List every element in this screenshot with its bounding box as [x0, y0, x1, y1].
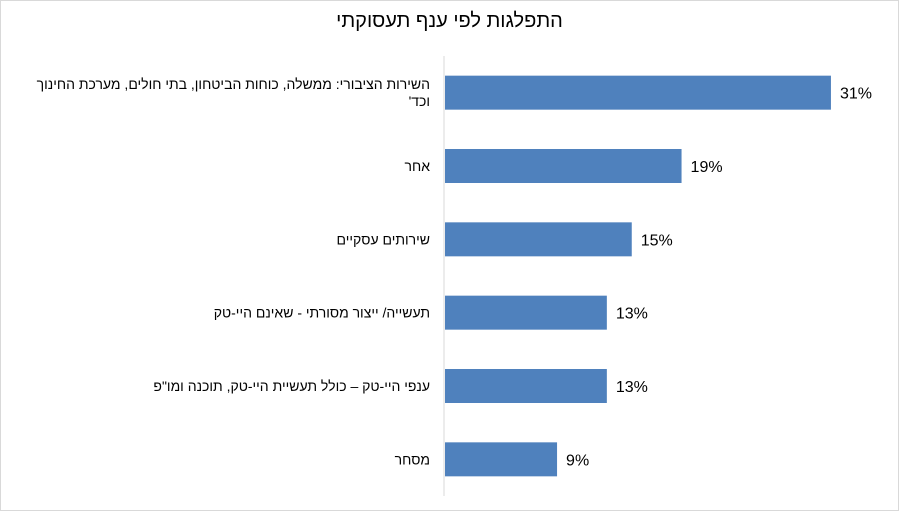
- category-label: השירות הציבורי: ממשלה, כוחות הביטחון, בת…: [37, 76, 430, 92]
- category-label: וכד': [409, 93, 430, 109]
- bar: [445, 369, 607, 403]
- bar: [445, 295, 607, 330]
- category-label: ענפי היי-טק – כולל תעשיית היי-טק, תוכנה …: [153, 378, 430, 394]
- value-label: 9%: [566, 452, 589, 469]
- chart-title: התפלגות לפי ענף תעסוקתי: [336, 10, 563, 32]
- value-label: 31%: [840, 86, 872, 103]
- value-label: 19%: [691, 159, 723, 176]
- value-label: 13%: [616, 379, 648, 396]
- value-label: 15%: [641, 232, 673, 249]
- category-label: תעשייה/ ייצור מסורתי - שאינם היי-טק: [214, 305, 430, 321]
- bar: [445, 75, 831, 110]
- category-label: מסחר: [395, 451, 430, 467]
- bar: [445, 442, 558, 477]
- value-label: 13%: [616, 306, 648, 323]
- bar: [445, 222, 632, 257]
- category-label: אחר: [405, 158, 431, 174]
- bar: [445, 149, 682, 183]
- category-label: שירותים עסקיים: [337, 231, 430, 247]
